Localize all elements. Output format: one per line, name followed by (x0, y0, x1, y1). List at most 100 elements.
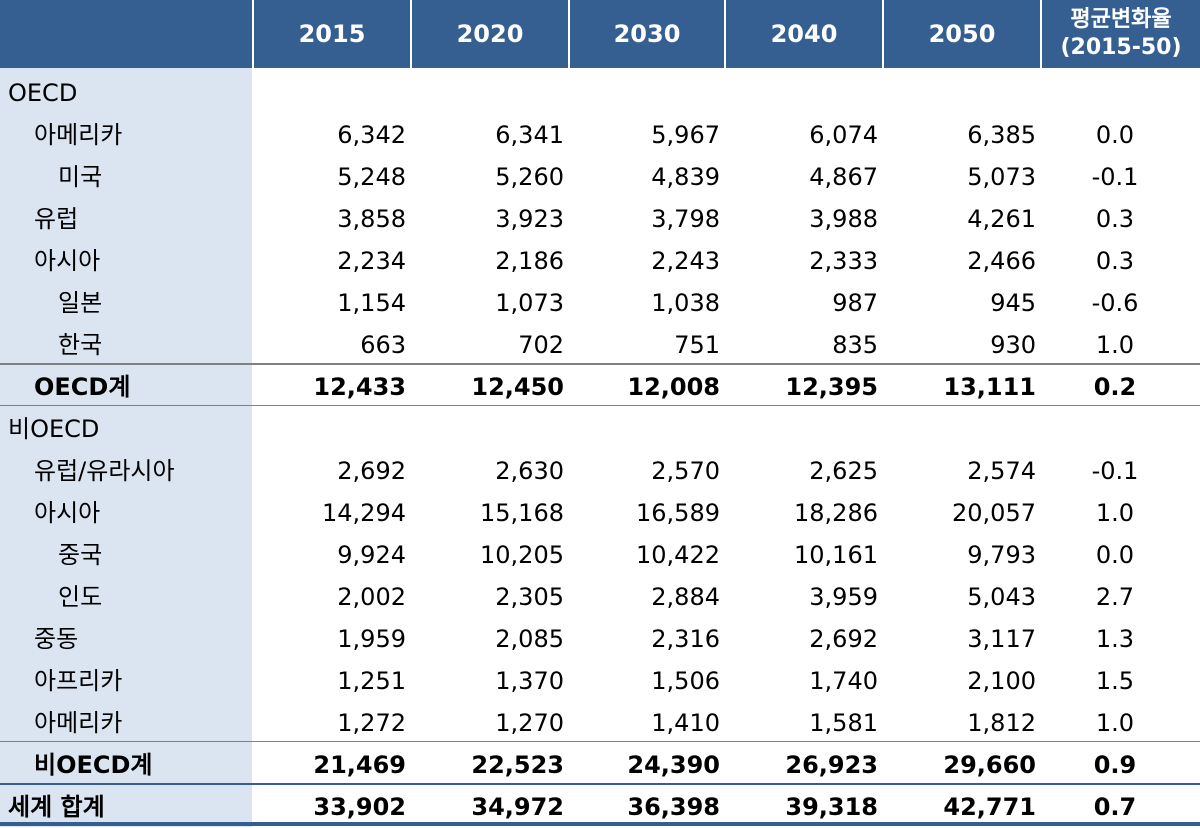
rate-cell: -0.6 (1091, 289, 1139, 317)
table-row: 비OECD계 21,469 22,523 24,390 26,923 29,660 0.9 (0, 744, 1200, 786)
value-cell-2015: 14,294 (322, 499, 406, 527)
rate-cell: 2.7 (1095, 583, 1135, 611)
value-cell-2030: 2,884 (651, 583, 720, 611)
value-cell-2015: 1,959 (337, 625, 406, 653)
table-row: OECD계 12,433 12,450 12,008 12,395 13,111 0.2 (0, 366, 1200, 408)
value-cell-2040: 12,395 (785, 373, 878, 401)
rate-cell: 0.7 (1093, 793, 1137, 821)
table-row: 유럽 3,858 3,923 3,798 3,988 4,261 0.3 (0, 198, 1200, 240)
value-cell-2030: 24,390 (627, 751, 720, 779)
value-cell-2020: 2,630 (495, 457, 564, 485)
table-bottom-rule (0, 822, 1200, 826)
table-row: 유럽/유라시아 2,692 2,630 2,570 2,625 2,574 -0.1 (0, 450, 1200, 492)
value-cell-2020: 2,305 (495, 583, 564, 611)
value-cell-2040: 3,959 (809, 583, 878, 611)
row-label: 유럽/유라시아 (34, 457, 175, 485)
value-cell-2040: 2,333 (809, 247, 878, 275)
row-label: 중동 (34, 625, 79, 653)
value-cell-2030: 1,410 (651, 709, 720, 737)
value-cell-2050: 6,385 (967, 121, 1036, 149)
row-label: 인도 (58, 583, 103, 611)
row-label: 아메리카 (34, 121, 123, 149)
value-cell-2050: 2,574 (967, 457, 1036, 485)
row-label: 중국 (58, 541, 103, 569)
value-cell-2030: 5,967 (651, 121, 720, 149)
header-corner-cell (0, 0, 252, 68)
value-cell-2020: 3,923 (495, 205, 564, 233)
row-label: 한국 (58, 331, 103, 359)
value-cell-2050: 2,466 (967, 247, 1036, 275)
world-total-top-rule (0, 783, 1200, 785)
value-cell-2040: 26,923 (785, 751, 878, 779)
row-label: OECD (8, 79, 78, 107)
value-cell-2020: 5,260 (495, 163, 564, 191)
oecd-total-top-rule (0, 363, 1200, 365)
value-cell-2020: 2,186 (495, 247, 564, 275)
row-label: 아메리카 (34, 709, 123, 737)
value-cell-2015: 9,924 (337, 541, 406, 569)
value-cell-2015: 6,342 (337, 121, 406, 149)
rate-cell: 0.2 (1093, 373, 1137, 401)
value-cell-2050: 5,073 (967, 163, 1036, 191)
table-row: 중동 1,959 2,085 2,316 2,692 3,117 1.3 (0, 618, 1200, 660)
table-row: 아시아 2,234 2,186 2,243 2,333 2,466 0.3 (0, 240, 1200, 282)
value-cell-2040: 3,988 (809, 205, 878, 233)
value-cell-2050: 20,057 (952, 499, 1036, 527)
value-cell-2040: 1,740 (809, 667, 878, 695)
value-cell-2015: 1,154 (337, 289, 406, 317)
header-year-2020: 2020 (456, 20, 524, 48)
value-cell-2030: 36,398 (627, 793, 720, 821)
table-row: 아메리카 6,342 6,341 5,967 6,074 6,385 0.0 (0, 114, 1200, 156)
row-label: 아시아 (34, 247, 101, 275)
value-cell-2050: 5,043 (967, 583, 1036, 611)
value-cell-2020: 2,085 (495, 625, 564, 653)
header-year-2015: 2015 (298, 20, 366, 48)
rate-cell: 0.0 (1095, 541, 1135, 569)
header-rate-line2: (2015-50) (1060, 35, 1182, 60)
value-cell-2020: 1,270 (495, 709, 564, 737)
value-cell-2050: 4,261 (967, 205, 1036, 233)
value-cell-2030: 1,038 (651, 289, 720, 317)
header-divider (724, 0, 726, 68)
value-cell-2030: 4,839 (651, 163, 720, 191)
rate-cell: 1.0 (1095, 499, 1135, 527)
value-cell-2020: 22,523 (471, 751, 564, 779)
value-cell-2020: 6,341 (495, 121, 564, 149)
value-cell-2050: 42,771 (943, 793, 1036, 821)
value-cell-2015: 5,248 (337, 163, 406, 191)
value-cell-2050: 2,100 (967, 667, 1036, 695)
table-row: OECD (0, 72, 1200, 114)
value-cell-2020: 702 (518, 331, 564, 359)
value-cell-2020: 10,205 (480, 541, 564, 569)
rate-cell: 1.0 (1095, 709, 1135, 737)
table-row: 한국 663 702 751 835 930 1.0 (0, 324, 1200, 366)
value-cell-2030: 2,243 (651, 247, 720, 275)
value-cell-2015: 2,692 (337, 457, 406, 485)
value-cell-2020: 1,370 (495, 667, 564, 695)
header-divider (252, 0, 254, 68)
rate-cell: 0.9 (1093, 751, 1137, 779)
rate-cell: -0.1 (1091, 457, 1139, 485)
label-column-background (0, 68, 252, 827)
row-label: 일본 (58, 289, 103, 317)
value-cell-2015: 33,902 (313, 793, 406, 821)
value-cell-2040: 987 (832, 289, 878, 317)
value-cell-2015: 1,251 (337, 667, 406, 695)
rate-cell: 1.0 (1095, 331, 1135, 359)
table-header: 2015 2020 2030 2040 2050 평균변화율 (2015-50) (0, 0, 1200, 68)
value-cell-2050: 1,812 (967, 709, 1036, 737)
value-cell-2050: 930 (990, 331, 1036, 359)
non-oecd-total-top-rule (0, 741, 1200, 742)
value-cell-2015: 2,234 (337, 247, 406, 275)
rate-cell: 0.3 (1095, 205, 1135, 233)
value-cell-2050: 3,117 (967, 625, 1036, 653)
row-label: 유럽 (34, 205, 79, 233)
row-label: 아시아 (34, 499, 101, 527)
value-cell-2040: 2,625 (809, 457, 878, 485)
value-cell-2020: 12,450 (471, 373, 564, 401)
rate-cell: 1.5 (1095, 667, 1135, 695)
value-cell-2040: 835 (832, 331, 878, 359)
value-cell-2015: 12,433 (313, 373, 406, 401)
table-row: 아메리카 1,272 1,270 1,410 1,581 1,812 1.0 (0, 702, 1200, 744)
value-cell-2030: 12,008 (627, 373, 720, 401)
